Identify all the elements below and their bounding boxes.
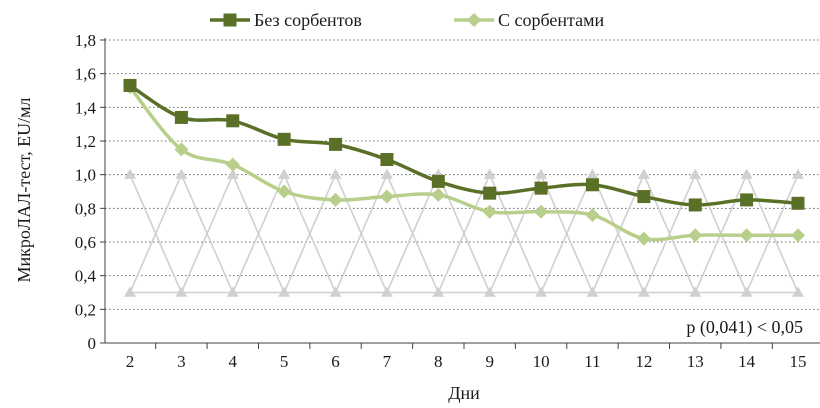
data-point (791, 228, 805, 243)
y-tick-label: 0,4 (75, 267, 97, 286)
x-tick-label: 9 (485, 352, 494, 371)
reference-lower-marker (329, 286, 342, 297)
x-tick-label: 3 (177, 352, 186, 371)
x-axis-title: Дни (448, 383, 480, 403)
data-point (791, 196, 805, 210)
data-point (740, 193, 754, 207)
reference-lower-marker (792, 286, 804, 297)
data-point (226, 114, 240, 128)
data-point (277, 132, 291, 146)
y-tick-label: 1,4 (75, 98, 97, 117)
data-point (380, 153, 394, 167)
data-point (636, 231, 651, 246)
reference-upper-marker (483, 168, 496, 179)
reference-upper-marker (380, 168, 393, 179)
data-point (277, 184, 292, 199)
y-tick-label: 0,8 (75, 199, 96, 218)
reference-upper-marker (124, 168, 136, 179)
data-point (482, 204, 497, 219)
reference-upper-marker (535, 168, 548, 179)
reference-lower-marker (689, 286, 702, 297)
y-tick-label: 1,2 (75, 132, 96, 151)
data-point (534, 181, 548, 195)
y-tick-label: 1,6 (75, 65, 96, 84)
reference-lower-marker (740, 286, 753, 297)
y-axis: 0 0,2 0,4 0,6 0,8 1,0 1,2 1,4 1,6 1,8 (75, 31, 106, 353)
data-point (739, 228, 754, 243)
data-point (688, 198, 702, 212)
y-tick-label: 0,6 (75, 233, 96, 252)
x-tick-label: 11 (584, 352, 600, 371)
p-value-annotation: p (0,041) < 0,05 (686, 317, 803, 338)
reference-lower-marker (278, 286, 291, 297)
reference-lower-marker (226, 286, 239, 297)
gridlines (105, 39, 820, 310)
reference-upper-marker (792, 168, 804, 179)
x-tick-label: 10 (533, 352, 550, 371)
reference-lower-marker (175, 286, 188, 297)
x-tick-label: 5 (280, 352, 289, 371)
reference-upper-marker (586, 168, 599, 179)
reference-upper-marker (740, 168, 753, 179)
legend-marker (223, 13, 237, 27)
legend-label: С сорбентами (498, 10, 605, 30)
reference-upper-marker (226, 168, 239, 179)
reference-band (124, 168, 804, 297)
data-point (174, 110, 188, 124)
reference-upper-marker (689, 168, 702, 179)
y-tick-label: 1,0 (75, 166, 96, 185)
y-tick-label: 0 (88, 334, 97, 353)
legend-label: Без сорбентов (254, 10, 362, 30)
series-line (129, 83, 799, 207)
reference-upper-marker (278, 168, 291, 179)
legend-marker (467, 13, 481, 27)
y-axis-title: МикроЛАЛ-тест, EU/мл (14, 98, 34, 283)
reference-lower-marker (535, 286, 548, 297)
x-tick-label: 12 (635, 352, 652, 371)
x-tick-label: 8 (434, 352, 443, 371)
reference-upper-marker (175, 168, 188, 179)
x-tick-label: 7 (383, 352, 392, 371)
data-point (483, 186, 497, 200)
reference-lower-marker (637, 286, 650, 297)
y-tick-label: 1,8 (75, 31, 96, 50)
x-tick-label: 2 (126, 352, 135, 371)
data-point (534, 204, 549, 219)
data-point (329, 137, 343, 151)
data-point (585, 178, 599, 192)
x-axis: 2 3 4 5 6 7 8 9 10 11 12 13 14 15 (105, 342, 820, 371)
data-point (328, 192, 343, 207)
x-tick-label: 4 (229, 352, 238, 371)
legend: Без сорбентов С сорбентами (210, 10, 605, 30)
data-point (585, 208, 600, 223)
reference-lower-marker (586, 286, 599, 297)
data-point (225, 157, 240, 172)
data-point (431, 187, 446, 202)
reference-lower-marker (432, 286, 445, 297)
x-tick-label: 14 (738, 352, 756, 371)
data-point (637, 190, 651, 204)
data-point (123, 78, 137, 92)
reference-lower-marker (124, 286, 136, 297)
reference-upper-marker (637, 168, 650, 179)
reference-lower-marker (380, 286, 393, 297)
reference-zigzag-b (129, 172, 799, 295)
reference-upper-marker (329, 168, 342, 179)
reference-lower-marker (483, 286, 496, 297)
data-point (379, 189, 394, 204)
series-lines (123, 78, 805, 246)
x-tick-label: 15 (790, 352, 807, 371)
data-point (174, 142, 189, 157)
data-point (431, 174, 445, 188)
x-tick-label: 13 (687, 352, 704, 371)
y-tick-label: 0,2 (75, 300, 96, 319)
data-point (688, 228, 703, 243)
x-tick-label: 6 (331, 352, 340, 371)
